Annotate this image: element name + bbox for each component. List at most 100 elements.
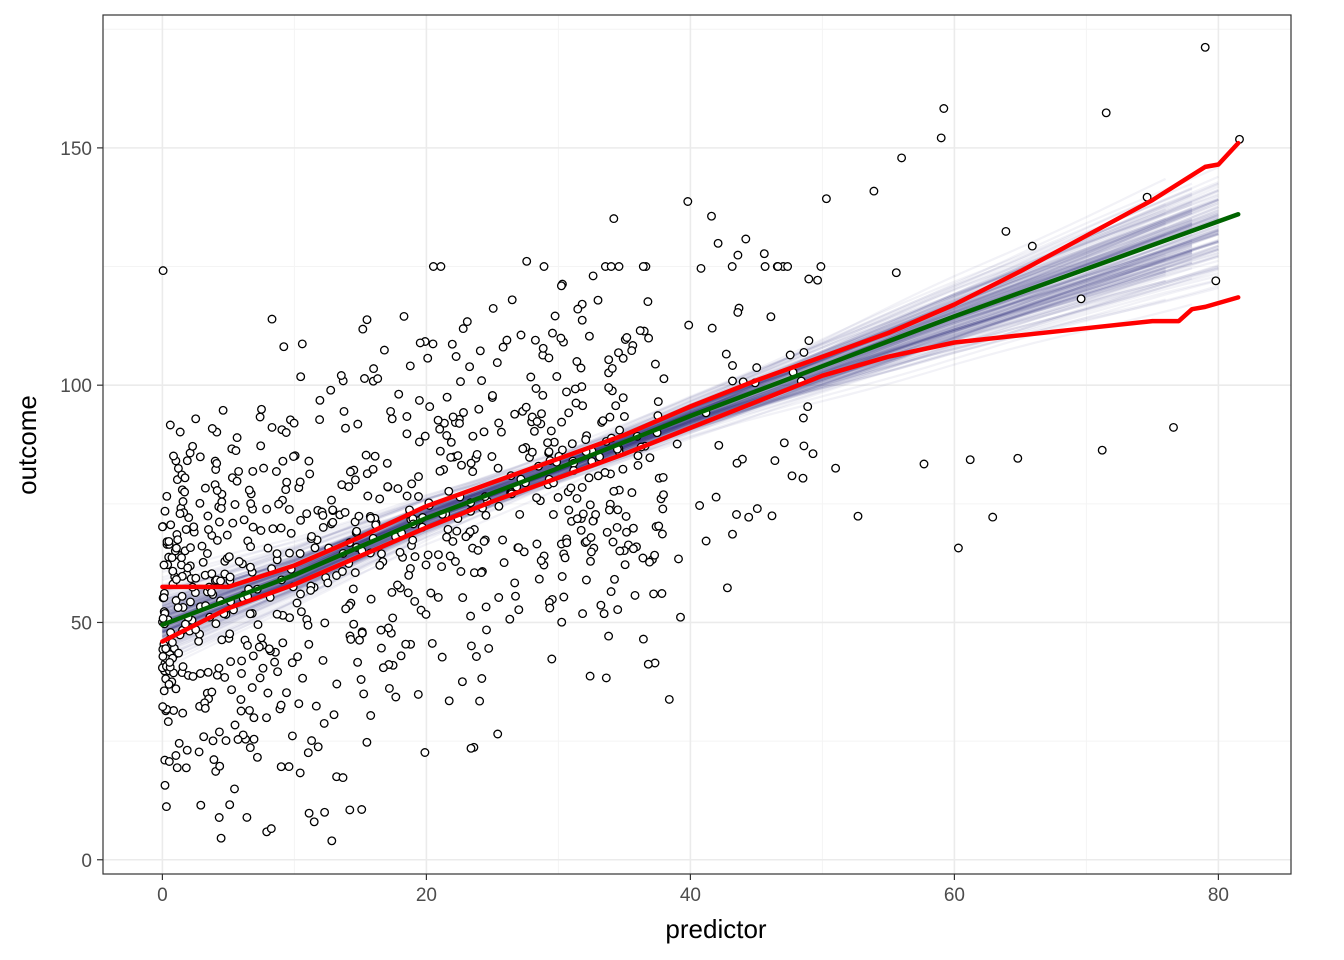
scatter-point: [304, 456, 314, 466]
scatter-point: [799, 347, 809, 357]
scatter-point: [607, 363, 617, 373]
bootstrap-line: [161, 192, 1193, 652]
scatter-point: [488, 303, 498, 313]
scatter-point: [649, 589, 659, 599]
scatter-point: [664, 694, 674, 704]
bootstrap-line: [162, 253, 1166, 617]
scatter-point: [657, 589, 667, 598]
y-tick-label: 150: [60, 139, 92, 160]
scatter-point: [292, 598, 302, 608]
scatter-point: [202, 549, 212, 558]
scatter-point: [783, 262, 793, 271]
scatter-point: [278, 456, 288, 466]
scatter-point: [604, 383, 614, 393]
scatter-point: [276, 700, 286, 710]
scatter-point: [231, 446, 241, 456]
scatter-point: [498, 535, 508, 545]
scatter-point: [296, 607, 306, 617]
scatter-point: [353, 657, 363, 667]
scatter-point: [366, 594, 376, 604]
scatter-point: [402, 429, 412, 439]
scatter-point: [537, 409, 546, 419]
scatter-point: [433, 415, 443, 425]
scatter-point: [548, 328, 557, 338]
scatter-point: [465, 362, 475, 372]
bootstrap-line: [162, 249, 1193, 616]
scatter-point: [653, 397, 663, 407]
scatter-point: [415, 338, 425, 348]
scatter-point: [451, 352, 461, 361]
scatter-point: [268, 524, 278, 534]
bootstrap-line: [162, 267, 1193, 602]
scatter-point: [341, 604, 351, 614]
scatter-point: [320, 618, 330, 628]
scatter-point: [163, 717, 173, 727]
scatter-point: [396, 651, 406, 661]
scatter-point: [169, 451, 178, 461]
scatter-point: [556, 333, 566, 343]
scatter-point: [544, 447, 554, 457]
scatter-point: [377, 549, 386, 559]
scatter-point: [256, 441, 266, 451]
scatter-point: [401, 639, 411, 649]
scatter-point: [263, 688, 273, 698]
scatter-point: [494, 501, 504, 511]
scatter-point: [304, 639, 314, 649]
scatter-point: [437, 562, 447, 572]
scatter-point: [309, 817, 319, 827]
scatter-point: [320, 807, 330, 817]
scatter-point: [728, 529, 737, 539]
scatter-point: [318, 510, 328, 520]
scatter-point: [570, 384, 580, 394]
scatter-point: [633, 460, 643, 470]
scatter-point: [278, 638, 288, 648]
scatter-point: [239, 515, 249, 525]
scatter-point: [216, 503, 226, 513]
scatter-point: [272, 549, 282, 559]
scatter-point: [355, 635, 364, 645]
scatter-point: [468, 467, 478, 477]
scatter-point: [384, 623, 393, 633]
scatter-point: [544, 353, 554, 363]
x-axis: 0 20 40 60 80: [157, 874, 1229, 906]
scatter-point: [482, 625, 491, 635]
scatter-point: [475, 346, 485, 356]
scatter-point: [212, 670, 222, 680]
scatter-point: [816, 262, 826, 271]
scatter-point: [387, 414, 397, 424]
bootstrap-line: [162, 261, 1193, 602]
scatter-point: [350, 475, 360, 485]
scatter-point: [466, 611, 476, 621]
scatter-point: [232, 476, 242, 486]
scatter-point: [436, 262, 446, 271]
scatter-point: [479, 536, 489, 546]
scatter-point: [282, 688, 291, 698]
scatter-point: [384, 683, 394, 693]
scatter-point: [543, 438, 553, 448]
scatter-point: [244, 485, 254, 495]
scatter-point: [410, 552, 420, 562]
scatter-point: [446, 437, 456, 447]
bootstrap-line: [162, 256, 1166, 615]
bootstrap-line: [162, 270, 1166, 614]
scatter-point: [243, 640, 252, 650]
scatter-point: [493, 463, 503, 473]
scatter-point: [171, 575, 181, 584]
scatter-point: [247, 683, 257, 693]
scatter-point: [221, 736, 231, 746]
scatter-point: [564, 408, 574, 418]
scatter-point: [538, 390, 548, 400]
y-tick-label: 100: [60, 376, 92, 397]
scatter-point: [164, 536, 174, 546]
scatter-point: [547, 654, 557, 664]
scatter-point: [598, 416, 608, 426]
scatter-point: [604, 505, 614, 515]
scatter-point: [166, 520, 176, 530]
scatter-point: [307, 736, 317, 746]
scatter-point: [345, 467, 355, 477]
scatter-point: [650, 550, 660, 560]
scatter-point: [510, 578, 520, 588]
scatter-point: [226, 657, 236, 667]
scatter-point: [323, 578, 333, 588]
bootstrap-line: [162, 238, 1193, 594]
